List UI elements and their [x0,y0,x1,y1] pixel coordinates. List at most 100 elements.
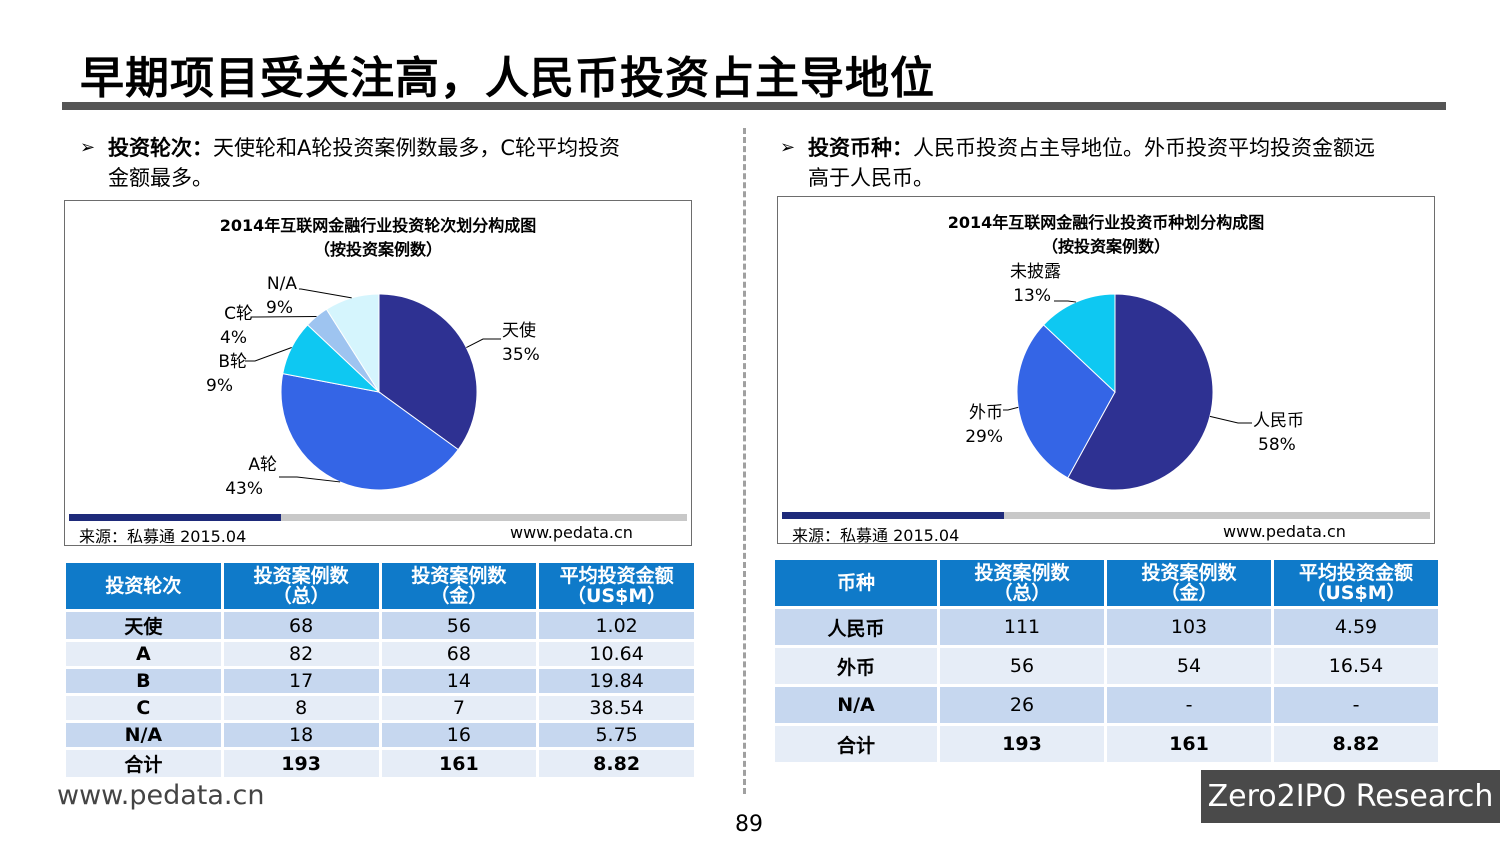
left-bullet-line2: 金额最多。 [108,166,213,190]
page-title: 早期项目受关注高，人民币投资占主导地位 [80,53,935,104]
right-table-header-2: 投资案例数 （金） [1107,560,1271,606]
title-rule [62,102,1446,110]
left-chart-panel: 2014年互联网金融行业投资轮次划分构成图 （按投资案例数） 天使 35% A轮 43… [64,200,692,546]
table-cell: 7 [381,696,537,720]
left-pie-leader-0 [466,338,501,348]
table-cell: 8.82 [539,750,694,777]
source-bar [69,514,687,521]
table-cell: 14 [381,669,537,693]
table-row: 外币 56 54 16.54 [775,648,1438,684]
right-pie-percent-0: 58% [1258,435,1296,455]
arrow-bullet-icon: ➢ [780,137,796,158]
right-pie-slice-0 [1067,293,1214,491]
left-pie-leader-2 [245,347,292,362]
table-cell: 合计 [775,726,937,762]
right-pie-label-2: 未披露 [1010,262,1061,282]
right-bullet-line2: 高于人民币。 [808,166,934,190]
left-pie-label-2: B轮 [218,352,247,372]
left-pie-percent-4: 9% [266,298,293,318]
left-table-header-2: 投资案例数 （金） [381,563,537,609]
source-bar-accent [69,514,281,521]
table-row: A 82 68 10.64 [66,642,694,666]
left-pie-slice-4 [325,293,380,394]
left-chart-title: 2014年互联网金融行业投资轮次划分构成图 [219,216,537,235]
left-pie-label-0: 天使 [502,320,536,341]
left-chart-source: 来源：私募通 2015.04 [79,527,247,546]
table-cell: 人民币 [775,609,937,645]
table-row: N/A 18 16 5.75 [66,723,694,747]
table-cell: 38.54 [539,696,694,720]
table-cell: N/A [66,723,221,747]
right-chart-source: 来源：私募通 2015.04 [792,526,960,545]
page-number: 89 [735,812,763,837]
left-chart-site: www.pedata.cn [510,523,633,542]
left-pie-slice-1 [280,373,459,491]
table-cell: - [1107,687,1271,723]
left-pie-leader-4 [299,288,352,299]
table-cell: 18 [223,723,379,747]
table-cell: 19.84 [539,669,694,693]
left-pie-percent-3: 4% [220,328,247,348]
footer-url: www.pedata.cn [57,780,265,811]
right-pie-leader-2 [1054,300,1077,303]
table-cell: - [1274,687,1438,723]
brand-logo: Zero2IPO Research [1201,770,1500,823]
left-pie-label-1: A轮 [248,455,277,475]
right-chart-title: 2014年互联网金融行业投资币种划分构成图 [947,213,1265,232]
right-bullet-head: 投资币种： [808,136,913,160]
table-cell: 外币 [775,648,937,684]
left-pie-leader-3 [251,315,317,318]
table-cell: 161 [1107,726,1271,762]
table-cell: 1.02 [539,612,694,639]
table-cell: C [66,696,221,720]
table-cell: 193 [940,726,1104,762]
table-row: N/A 26- - [775,687,1438,723]
left-pie-slice-0 [378,293,478,451]
left-chart-subtitle: （按投资案例数） [313,240,442,259]
table-cell: 8 [223,696,379,720]
left-table-header-0: 投资轮次 [66,563,221,609]
table-cell: 68 [223,612,379,639]
column-divider [743,128,746,794]
table-cell: 103 [1107,609,1271,645]
right-chart-subtitle: （按投资案例数） [1041,237,1170,256]
right-pie-percent-1: 29% [965,427,1003,447]
right-data-table: 币种 投资案例数 （总） 投资案例数 （金） 平均投资金额 （US$M） 人民币 111 103… [772,557,1441,765]
right-pie-leader-1 [1003,406,1019,411]
left-pie-chart: 天使 35% A轮 43% B轮 9% C轮 4% N/A 9% [206,274,540,499]
table-cell: 111 [940,609,1104,645]
right-bullet-line1: 人民币投资占主导地位。外币投资平均投资金额远 [913,136,1375,160]
left-table-header-1: 投资案例数 （总） [223,563,379,609]
table-row: B 17 14 19.84 [66,669,694,693]
left-data-table: 投资轮次 投资案例数 （总） 投资案例数 （金） 平均投资金额 （US$M） 天使 68 56 1… [63,560,697,780]
left-pie-percent-1: 43% [225,479,263,499]
source-bar [782,512,1430,519]
table-cell: 10.64 [539,642,694,666]
table-cell: N/A [775,687,937,723]
table-cell: 161 [381,750,537,777]
right-bullet: ➢ 投资币种：人民币投资占主导地位。外币投资平均投资金额远 高于人民币。 [780,133,1460,193]
left-bullet: ➢ 投资轮次：天使轮和A轮投资案例数最多，C轮平均投资 金额最多。 [80,133,700,193]
table-cell: 16.54 [1274,648,1438,684]
left-bullet-line1: 天使轮和A轮投资案例数最多，C轮平均投资 [213,136,621,160]
right-chart-panel: 2014年互联网金融行业投资币种划分构成图 （按投资案例数） 人民币 58% 外币 2… [777,196,1435,545]
arrow-bullet-icon: ➢ [80,137,96,158]
left-pie-percent-2: 9% [206,376,233,396]
left-pie-percent-0: 35% [502,345,540,365]
left-pie-label-3: C轮 [224,304,253,324]
table-row: C 8 7 38.54 [66,696,694,720]
table-cell: 26 [940,687,1104,723]
table-cell: 56 [381,612,537,639]
table-cell: 合计 [66,750,221,777]
left-table-header-3: 平均投资金额 （US$M） [539,563,694,609]
left-pie-leader-1 [279,476,341,483]
table-cell: 82 [223,642,379,666]
table-row: 合计 193 161 8.82 [66,750,694,777]
right-table-header-0: 币种 [775,560,937,606]
right-pie-label-1: 外币 [969,403,1003,423]
table-cell: 4.59 [1274,609,1438,645]
left-pie-label-4: N/A [267,274,297,294]
table-row: 天使 68 56 1.02 [66,612,694,639]
table-cell: 54 [1107,648,1271,684]
table-cell: B [66,669,221,693]
